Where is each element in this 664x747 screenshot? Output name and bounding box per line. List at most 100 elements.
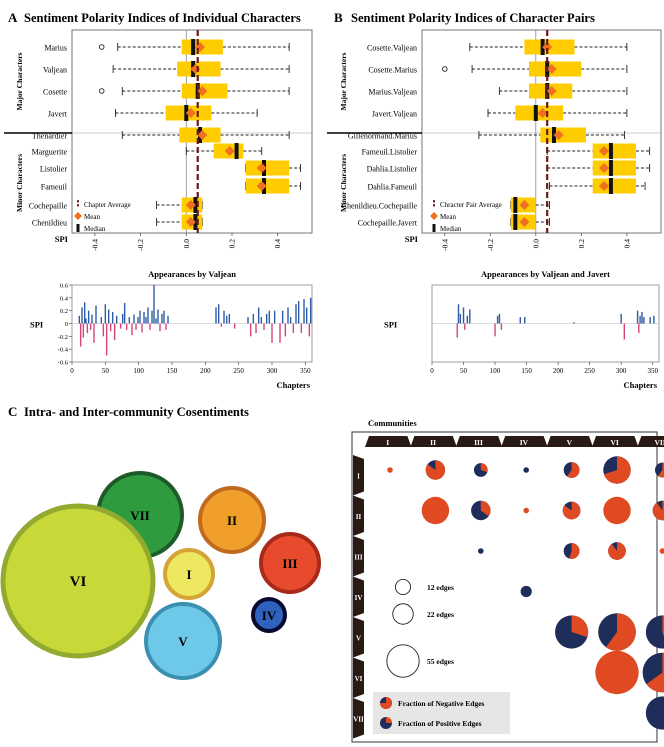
row-header-tab [353,455,364,496]
spi-bar [159,323,161,332]
column-header: II [410,436,457,447]
median-mark [513,197,518,213]
box-row: Fameuil [41,178,302,194]
pie-glyph [520,585,532,598]
pie-glyph [598,613,636,651]
spi-bar [456,323,458,338]
spi-bar [163,310,165,324]
community-bubble: IV [251,597,287,633]
spi-bar [125,323,128,330]
box-row: Cosette [43,83,290,99]
spi-bar [273,310,276,324]
row-header-label: III [354,553,362,561]
mean-marker [599,146,610,156]
mean-marker [256,181,267,191]
pie-positive [520,585,532,598]
spi-bar [271,323,273,343]
box-row: Thenardier [32,127,290,143]
legend-median-label: Median [440,225,462,233]
bubble-circle [0,503,156,659]
pie-negative [421,496,450,525]
row-label: Javert.Valjean [372,110,417,119]
spi-bar [115,315,118,324]
spi-bar [466,315,469,324]
x-tick-label: 0.4 [622,239,631,249]
spi-bar [165,323,167,330]
pie-glyph [555,615,589,649]
box-row: Gillenormand.Marius [348,127,626,143]
pie-glyph [478,548,484,554]
pie-negative [569,543,580,559]
bar-x-tick-label: 250 [233,367,244,375]
box-row: Listolier [40,160,302,176]
spi-bar [89,323,92,330]
spi-bar [153,285,155,324]
pie-glyph [603,496,631,525]
pie-positive [645,696,664,730]
spi-bar [167,315,169,324]
spi-bar [279,323,281,343]
row-header-label: VI [355,675,363,683]
plot-frame [421,29,662,234]
spi-bar [623,323,626,340]
pie-glyph [645,615,664,649]
spi-bar [102,323,105,337]
row-header: III [353,536,364,577]
pie-glyph [562,501,581,520]
panel-a-heading: A Sentiment Polarity Indices of Individu… [8,10,301,25]
spi-bar [91,314,93,324]
spi-bar [643,317,645,324]
spi-bar [255,323,257,334]
spi-bar [303,299,305,324]
x-tick-label: 0.4 [273,239,282,249]
row-label: Marius [44,44,67,53]
iqr-box [245,178,290,194]
bar-x-tick-label: 350 [300,367,311,375]
pie-negative [566,462,580,478]
spi-bar [143,311,145,324]
spi-bar [653,315,655,324]
panel-a-title: Sentiment Polarity Indices of Individual… [24,11,301,25]
bar-y-tick-label: 0.6 [60,283,69,290]
column-header: V [546,436,593,447]
x-tick-label: -0.2 [136,239,145,251]
size-legend-label: 22 edges [427,610,454,619]
bubble-label: VII [130,508,150,523]
spi-bar [78,315,81,324]
bar-x-tick-label: 50 [460,367,468,375]
row-label: Cosette.Valjean [367,44,417,53]
mean-marker [197,86,208,96]
panel-b-title: Sentiment Polarity Indices of Character … [351,11,595,25]
size-legend-circle [392,603,414,625]
spi-bar [133,314,135,324]
pie-glyph [425,460,446,480]
spi-bar [523,317,526,324]
spi-bar [260,317,263,324]
row-header-tab [353,536,364,577]
column-header-label: VII [654,438,664,447]
row-header-tab [353,617,364,658]
row-label: Valjean [43,66,67,75]
row-label: Marius.Valjean [368,88,417,97]
row-label: Fameuil [41,183,68,192]
pie-negative [562,501,581,520]
row-header-label: V [356,634,361,642]
column-header-label: VI [611,438,619,447]
spi-bar [111,311,114,324]
pie-glyph [652,500,664,521]
column-header: I [365,436,412,447]
bar-x-tick-label: 100 [133,367,144,375]
spi-bar [292,323,295,334]
panel-b-boxplot: Cosette.Valjean Cosette.Marius Marius.Valj… [327,29,662,251]
spi-bar [573,322,575,324]
pie-negative [659,548,664,554]
spi-bar [147,307,149,324]
bubble-label: II [227,513,237,528]
spi-bar [462,307,465,324]
pie-glyph [563,543,580,559]
legend-average-label: Chracter Pair Average [440,201,502,209]
mean-marker [519,217,530,227]
spi-bar [121,313,124,324]
row-header: I [353,455,364,496]
